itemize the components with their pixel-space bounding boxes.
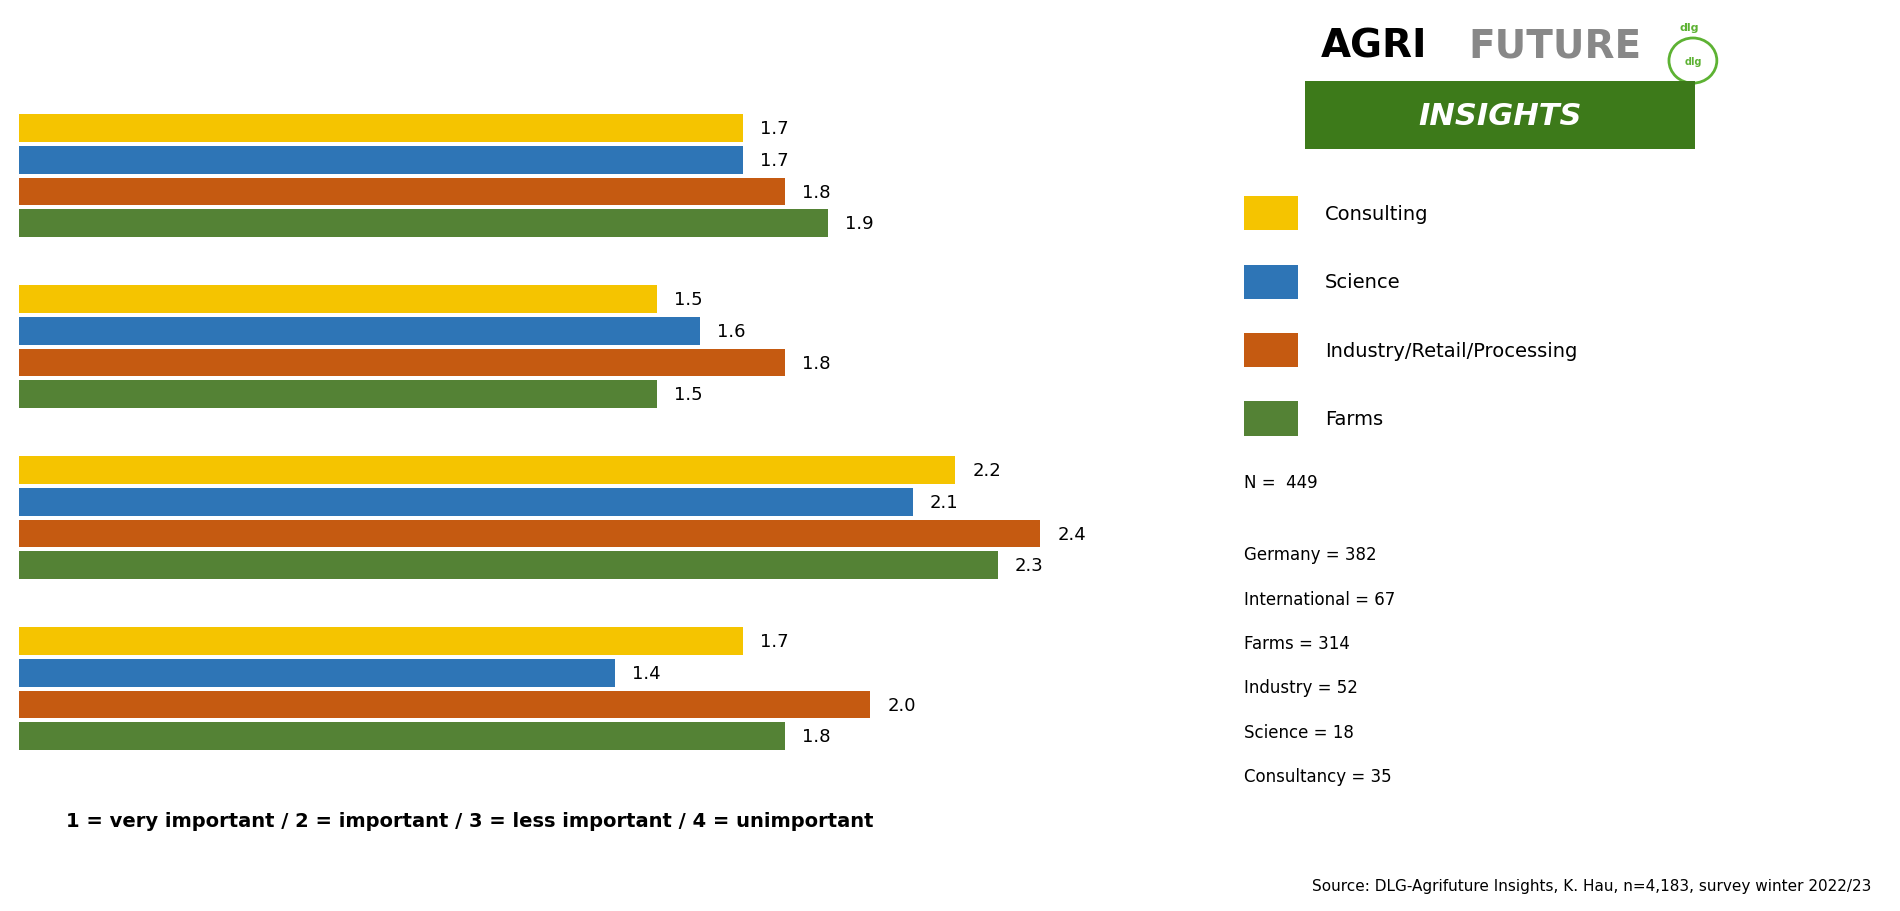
Bar — [19, 147, 743, 175]
Bar — [19, 456, 956, 485]
Bar — [19, 691, 870, 719]
Text: Industry/Retail/Processing: Industry/Retail/Processing — [1324, 342, 1577, 360]
Bar — [19, 381, 657, 409]
Bar — [19, 318, 699, 345]
FancyBboxPatch shape — [1305, 82, 1695, 150]
Text: Source: DLG-Agrifuture Insights, K. Hau, n=4,183, survey winter 2022/23: Source: DLG-Agrifuture Insights, K. Hau,… — [1313, 878, 1872, 893]
Text: Consultancy = 35: Consultancy = 35 — [1244, 767, 1393, 785]
Text: INSIGHTS: INSIGHTS — [1417, 102, 1583, 130]
Text: Consulting: Consulting — [1324, 205, 1429, 223]
Text: Germany = 382: Germany = 382 — [1244, 546, 1378, 563]
Bar — [19, 349, 785, 377]
Text: 1 = very important / 2 = important / 3 = less important / 4 = unimportant: 1 = very important / 2 = important / 3 =… — [66, 811, 874, 830]
Text: 1.5: 1.5 — [674, 291, 703, 309]
Bar — [19, 115, 743, 143]
FancyBboxPatch shape — [1244, 197, 1298, 231]
Text: 1.4: 1.4 — [633, 664, 661, 682]
Bar — [19, 488, 912, 517]
Bar — [19, 286, 657, 313]
Text: 1.6: 1.6 — [716, 322, 745, 341]
Text: 2.3: 2.3 — [1015, 557, 1043, 575]
Text: dlg: dlg — [1683, 56, 1702, 67]
FancyBboxPatch shape — [1244, 265, 1298, 300]
Bar — [19, 722, 785, 751]
Text: 2.4: 2.4 — [1058, 525, 1087, 543]
Text: 1.7: 1.7 — [760, 152, 788, 169]
Bar — [19, 520, 1041, 548]
Text: 2.0: 2.0 — [887, 696, 916, 713]
FancyBboxPatch shape — [1244, 402, 1298, 436]
Bar — [19, 210, 828, 238]
Text: 2.2: 2.2 — [973, 462, 1001, 480]
Text: N =  449: N = 449 — [1244, 474, 1319, 492]
Text: FUTURE: FUTURE — [1469, 27, 1642, 66]
Text: Science = 18: Science = 18 — [1244, 723, 1355, 741]
Bar — [19, 628, 743, 655]
Text: International = 67: International = 67 — [1244, 590, 1395, 608]
Text: 1.9: 1.9 — [846, 215, 874, 233]
Bar — [19, 179, 785, 206]
Text: 1.7: 1.7 — [760, 632, 788, 650]
Text: Industry = 52: Industry = 52 — [1244, 679, 1358, 697]
Bar — [19, 552, 998, 579]
Bar — [19, 660, 616, 687]
Text: AGRI: AGRI — [1320, 27, 1427, 66]
Text: 1.8: 1.8 — [802, 354, 830, 372]
Text: dlg: dlg — [1680, 23, 1699, 33]
Text: 1.7: 1.7 — [760, 120, 788, 138]
Text: Farms: Farms — [1324, 410, 1383, 428]
Text: 1.5: 1.5 — [674, 385, 703, 404]
FancyBboxPatch shape — [1244, 333, 1298, 368]
Text: 1.8: 1.8 — [802, 183, 830, 201]
Text: 2.1: 2.1 — [929, 494, 958, 511]
Text: Farms = 314: Farms = 314 — [1244, 634, 1351, 652]
Text: Science: Science — [1324, 273, 1400, 292]
Text: 1.8: 1.8 — [802, 727, 830, 745]
